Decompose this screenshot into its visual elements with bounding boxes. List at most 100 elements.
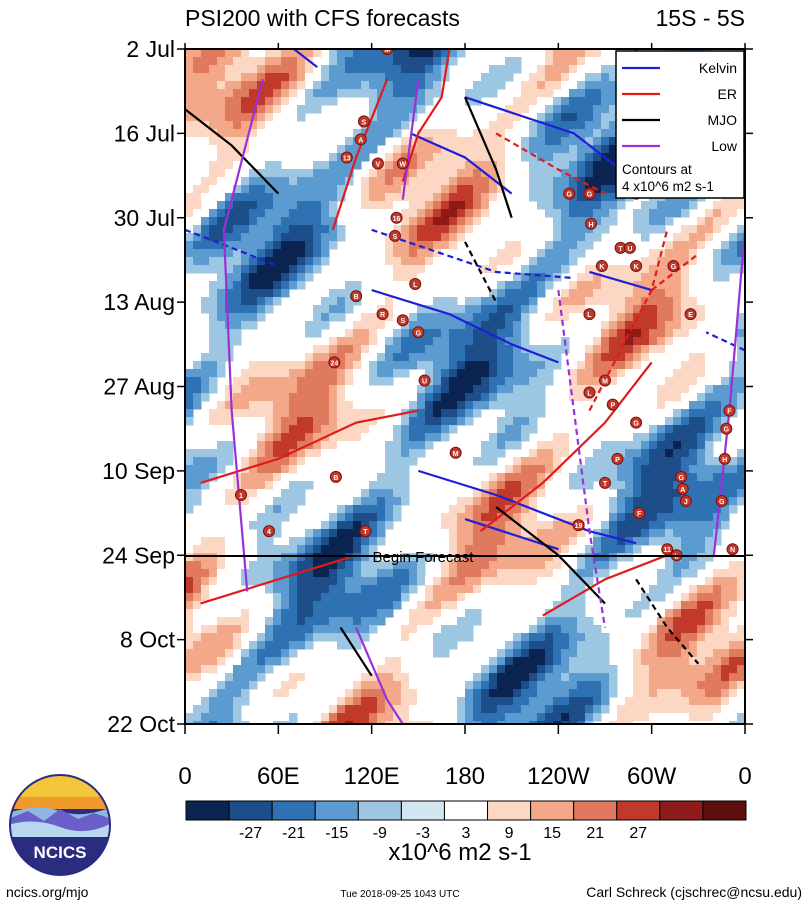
storm-marker: S [389,229,401,242]
storm-label: L [413,282,418,289]
storm-marker: V [371,157,384,170]
colorbar-tick-label: -9 [373,825,387,842]
storm-marker: S [357,115,370,128]
colorbar-swatch [702,800,747,821]
x-tick-label: 0 [178,763,191,790]
x-tick-label: 60E [257,763,300,790]
legend-label: ER [718,86,737,102]
storm-marker: E [684,308,697,321]
x-tick-label: 120W [527,763,590,790]
storm-marker: 1 [235,488,247,501]
colorbar-tick-label: -15 [325,825,348,842]
x-tick-label: 60W [627,763,677,790]
storm-label: F [637,511,642,518]
storm-marker: F [723,404,736,417]
legend-item-low: Low [622,138,738,154]
storm-label: B [354,294,359,301]
storm-label: T [618,246,623,253]
storm-label: G [587,192,593,199]
storm-label: T [603,481,608,488]
er-contour-line [331,78,389,231]
storm-marker: G [563,187,576,200]
legend-label: Kelvin [699,60,737,76]
storm-label: K [634,264,639,271]
footer-timestamp: Tue 2018-09-25 1043 UTC [340,889,459,900]
storm-label: A [358,137,363,144]
x-tick-label: 0 [738,763,751,790]
storm-marker: 16 [390,211,403,224]
colorbar-swatch [530,800,575,821]
storm-marker: U [623,241,636,254]
storm-label: N [730,547,735,554]
y-tick-label: 2 Jul [126,36,175,62]
colorbar-swatch [228,800,273,821]
colorbar-swatch [314,800,359,821]
y-tick-label: 22 Oct [107,711,175,737]
storm-label: G [671,264,677,271]
storm-marker: G [715,495,728,508]
storm-label: M [453,451,459,458]
storm-label: M [602,378,608,385]
storm-marker: U [418,374,431,387]
storm-marker: A [354,133,367,146]
colorbar-tick-label: 3 [462,825,471,842]
storm-marker: 24 [328,356,341,369]
storm-marker: M [381,49,394,55]
storm-marker: G [667,259,680,272]
er-contour-line [200,554,357,605]
storm-marker: T [599,476,611,489]
plot-frame [184,48,746,725]
storm-marker: B [350,290,363,303]
er-contour-line [542,554,668,617]
storm-marker: A [676,482,689,495]
storm-marker: K [595,259,608,272]
kelvin-contour-line [418,469,637,545]
colorbar-swatch [659,800,704,821]
kelvin-contour-line [705,331,745,352]
storm-label: S [400,318,405,325]
y-axis: 2 Jul 16 Jul 30 Jul 13 Aug 27 Aug 10 Sep 24 Se… [102,36,753,737]
storm-label: G [416,330,422,337]
storm-marker: R [376,308,389,321]
storm-marker: L [583,386,596,399]
storm-marker: N [726,543,739,556]
legend-label: MJO [707,112,737,128]
colorbar-tick-label: -27 [239,825,262,842]
storm-marker: M [449,446,462,459]
storm-label: 16 [393,216,401,223]
storm-label: S [362,119,367,126]
colorbar-swatch [185,800,230,821]
storm-marker: K [630,259,643,272]
mjo-contour-line [185,108,280,195]
storm-label: G [678,475,684,482]
storm-marker: L [409,278,422,291]
footer-url: ncics.org/mjo [6,884,89,900]
legend-label: Low [711,138,738,154]
storm-label: 19 [575,523,583,530]
legend-item-er: ER [622,86,737,102]
storm-marker: 19 [572,519,585,532]
er-contour-line [200,409,419,484]
storm-marker: M [599,374,611,387]
storm-marker: P [611,452,624,465]
kelvin-contour-line [185,228,279,267]
storm-tracks: MSA13VW16SGGHBTUKKGLBRSGLE24UMLPGFGMPHBG… [235,49,739,562]
storm-marker: L [583,308,596,321]
low-contour-line [557,289,607,628]
storm-marker: G [630,416,643,429]
legend-note-line1: Contours at [622,162,692,177]
y-tick-label: 30 Jul [114,205,175,231]
colorbar-swatch [487,800,532,821]
colorbar: -27 -21 -15 -9 -3 3 9 15 21 27 [185,800,747,842]
low-contour-line [222,78,264,592]
mjo-contour-line [339,626,373,677]
storm-marker: G [720,422,733,435]
mjo-contour-line [464,241,498,303]
kelvin-contour-line [293,49,318,68]
storm-label: 1 [239,493,243,500]
storm-label: J [684,499,688,506]
storm-label: W [399,162,406,169]
storm-marker: G [583,187,596,200]
chart-region: 15S - 5S [656,5,746,31]
